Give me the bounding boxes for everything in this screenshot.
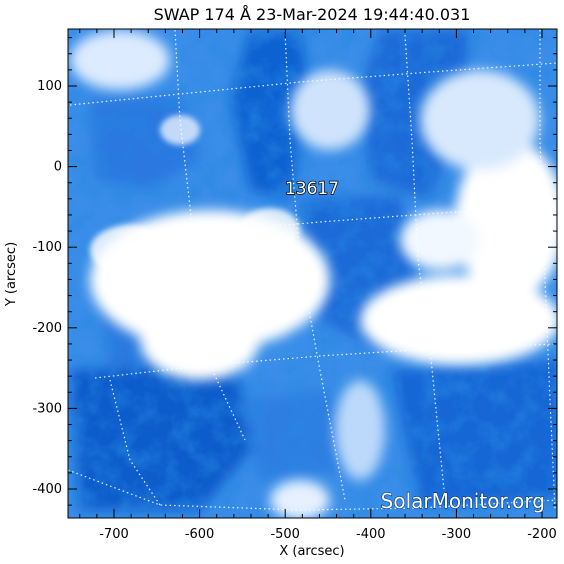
y-tick-label: -200	[32, 321, 62, 336]
x-tick-label: -600	[185, 527, 215, 542]
active-region-label: 13617	[285, 179, 339, 199]
x-tick-label: -700	[99, 527, 129, 542]
y-tick-label: -400	[32, 482, 62, 497]
y-tick-label: 0	[54, 160, 62, 175]
x-axis-label: X (arcsec)	[279, 544, 344, 559]
heliographic-grid	[68, 29, 557, 511]
euv-image	[68, 29, 557, 518]
x-tick-label: -300	[442, 527, 472, 542]
y-tick-labels: 100 0 -100 -200 -300 -400	[32, 79, 62, 497]
watermark: SolarMonitor.org	[381, 489, 545, 513]
x-tick-label: -400	[356, 527, 386, 542]
y-tick-label: -100	[32, 240, 62, 255]
y-tick-label: -300	[32, 401, 62, 416]
x-axis-ticks	[79, 29, 543, 518]
x-tick-label: -200	[527, 527, 557, 542]
x-tick-labels: -700 -600 -500 -400 -300 -200	[99, 527, 557, 542]
plot-frame	[67, 28, 558, 519]
y-axis-ticks	[68, 37, 557, 506]
plot-title: SWAP 174 Å 23-Mar-2024 19:44:40.031	[154, 5, 471, 24]
y-axis-label: Y (arcsec)	[4, 242, 19, 307]
x-tick-label: -500	[270, 527, 300, 542]
y-tick-label: 100	[37, 79, 62, 94]
